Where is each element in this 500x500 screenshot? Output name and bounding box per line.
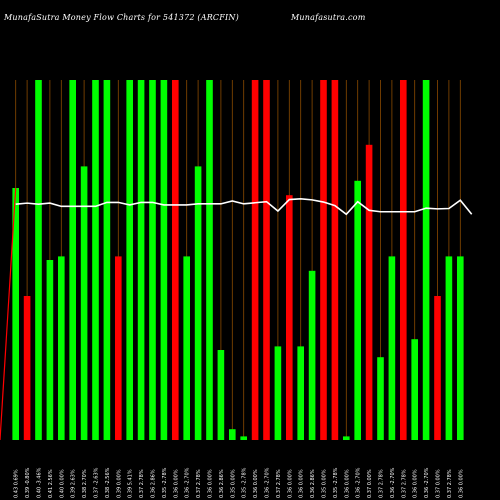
x-tick-label: 0.36 0.00% — [253, 469, 259, 498]
bar-35 — [399, 80, 407, 440]
x-tick-label: 0.40 0.00% — [59, 469, 65, 498]
bar-30 — [342, 436, 350, 440]
x-tick-label: 0.39 5.41% — [128, 469, 134, 498]
bar-39 — [445, 256, 453, 440]
x-tick-label: 0.36 -2.70% — [356, 467, 362, 498]
x-tick-label: 0.36 -2.70% — [185, 467, 191, 498]
x-tick-label: 0.43 0.69% — [14, 469, 20, 498]
x-tick-label: 0.39 -0.80% — [25, 467, 31, 498]
bar-17 — [194, 166, 202, 440]
bar-23 — [263, 80, 270, 440]
x-tick-label: 0.36 2.86% — [151, 469, 157, 498]
x-tick-label: 0.36 -2.70% — [390, 467, 396, 498]
x-tick-label: 0.37 2.78% — [196, 469, 202, 498]
money-flow-line — [15, 197, 473, 216]
chart-title: MunafaSutra Money Flow Charts for 541372… — [4, 13, 239, 22]
bar-33 — [377, 357, 384, 440]
x-tick-label: 0.37 2.78% — [276, 469, 282, 498]
x-tick-label: 0.36 2.86% — [219, 469, 225, 498]
x-tick-label: 0.35 -2.78% — [333, 467, 339, 498]
bar-15 — [171, 80, 179, 440]
x-tick-label: 0.39 2.63% — [71, 469, 77, 498]
x-tick-label: 0.37 0.00% — [436, 469, 442, 498]
bar-16 — [183, 256, 190, 440]
x-tick-label: 0.38 2.70% — [82, 469, 88, 498]
bar-3 — [35, 80, 42, 440]
bar-7 — [80, 166, 88, 440]
x-tick-label: 0.36 0.00% — [344, 469, 350, 498]
x-tick-label: 0.36 0.00% — [458, 469, 464, 498]
bar-21 — [240, 436, 247, 440]
bar-31 — [354, 180, 361, 441]
bar-10 — [114, 256, 122, 440]
bar-1 — [12, 188, 19, 440]
x-tick-label: 0.36 0.00% — [299, 469, 305, 498]
x-tick-label: 0.37 2.78% — [139, 469, 145, 498]
x-tick-label: 0.39 0.00% — [116, 469, 122, 498]
x-tick-label: 0.36 0.00% — [173, 469, 179, 498]
x-tick-label: 0.35 0.00% — [322, 469, 328, 498]
bar-25 — [285, 195, 293, 440]
bar-2 — [23, 296, 31, 440]
bar-6 — [69, 80, 76, 440]
bar-32 — [365, 144, 373, 441]
x-tick-label: 0.35 -2.78% — [162, 467, 168, 498]
x-tick-label: 0.37 2.78% — [379, 469, 385, 498]
x-tick-label: 0.36 2.86% — [310, 469, 316, 498]
bar-26 — [297, 346, 304, 440]
x-tick-label: 0.38 -2.56% — [105, 467, 111, 498]
bar-9 — [103, 80, 111, 440]
x-axis-tick-labels: 0.43 0.69% 0.39 -0.80% 0.40 -3.46% 0.41 2.5… — [14, 467, 465, 498]
bar-18 — [206, 80, 213, 440]
bar-37 — [422, 80, 430, 440]
x-tick-label: 0.37 2.78% — [447, 469, 453, 498]
bar-19 — [217, 350, 225, 440]
bar-5 — [57, 256, 65, 440]
bar-29 — [331, 80, 339, 440]
bar-20 — [228, 429, 236, 440]
bar-36 — [411, 339, 418, 440]
bar-4 — [46, 260, 54, 440]
x-tick-label: 0.36 -2.70% — [265, 467, 271, 498]
x-tick-label: 0.40 -3.46% — [37, 467, 43, 498]
x-tick-label: 0.37 2.78% — [401, 469, 407, 498]
bar-14 — [160, 80, 168, 440]
bar-13 — [149, 80, 156, 440]
bar-24 — [274, 346, 282, 440]
bar-38 — [434, 296, 441, 440]
bar-11 — [126, 80, 133, 440]
bar-22 — [251, 80, 259, 440]
chart-lines — [0, 187, 473, 441]
x-tick-label: 0.36 0.00% — [413, 469, 419, 498]
x-tick-label: 0.36 0.00% — [208, 469, 214, 498]
x-tick-label: 0.36 0.00% — [287, 469, 293, 498]
start-line — [0, 187, 17, 441]
x-tick-label: 0.35 -2.78% — [242, 467, 248, 498]
x-tick-label: 0.35 0.00% — [230, 469, 236, 498]
x-tick-label: 0.41 2.56% — [48, 469, 54, 498]
bar-34 — [388, 256, 396, 440]
bar-40 — [456, 256, 464, 440]
chart-site-label: Munafasutra.com — [291, 13, 366, 22]
x-tick-label: 0.37 0.00% — [367, 469, 373, 498]
bar-12 — [137, 80, 145, 440]
x-tick-label: 0.37 -2.63% — [94, 467, 100, 498]
bar-8 — [92, 80, 99, 440]
bar-27 — [308, 270, 316, 440]
x-tick-label: 0.36 -2.70% — [424, 467, 430, 498]
chart-bars — [12, 80, 464, 441]
bar-28 — [320, 80, 327, 440]
